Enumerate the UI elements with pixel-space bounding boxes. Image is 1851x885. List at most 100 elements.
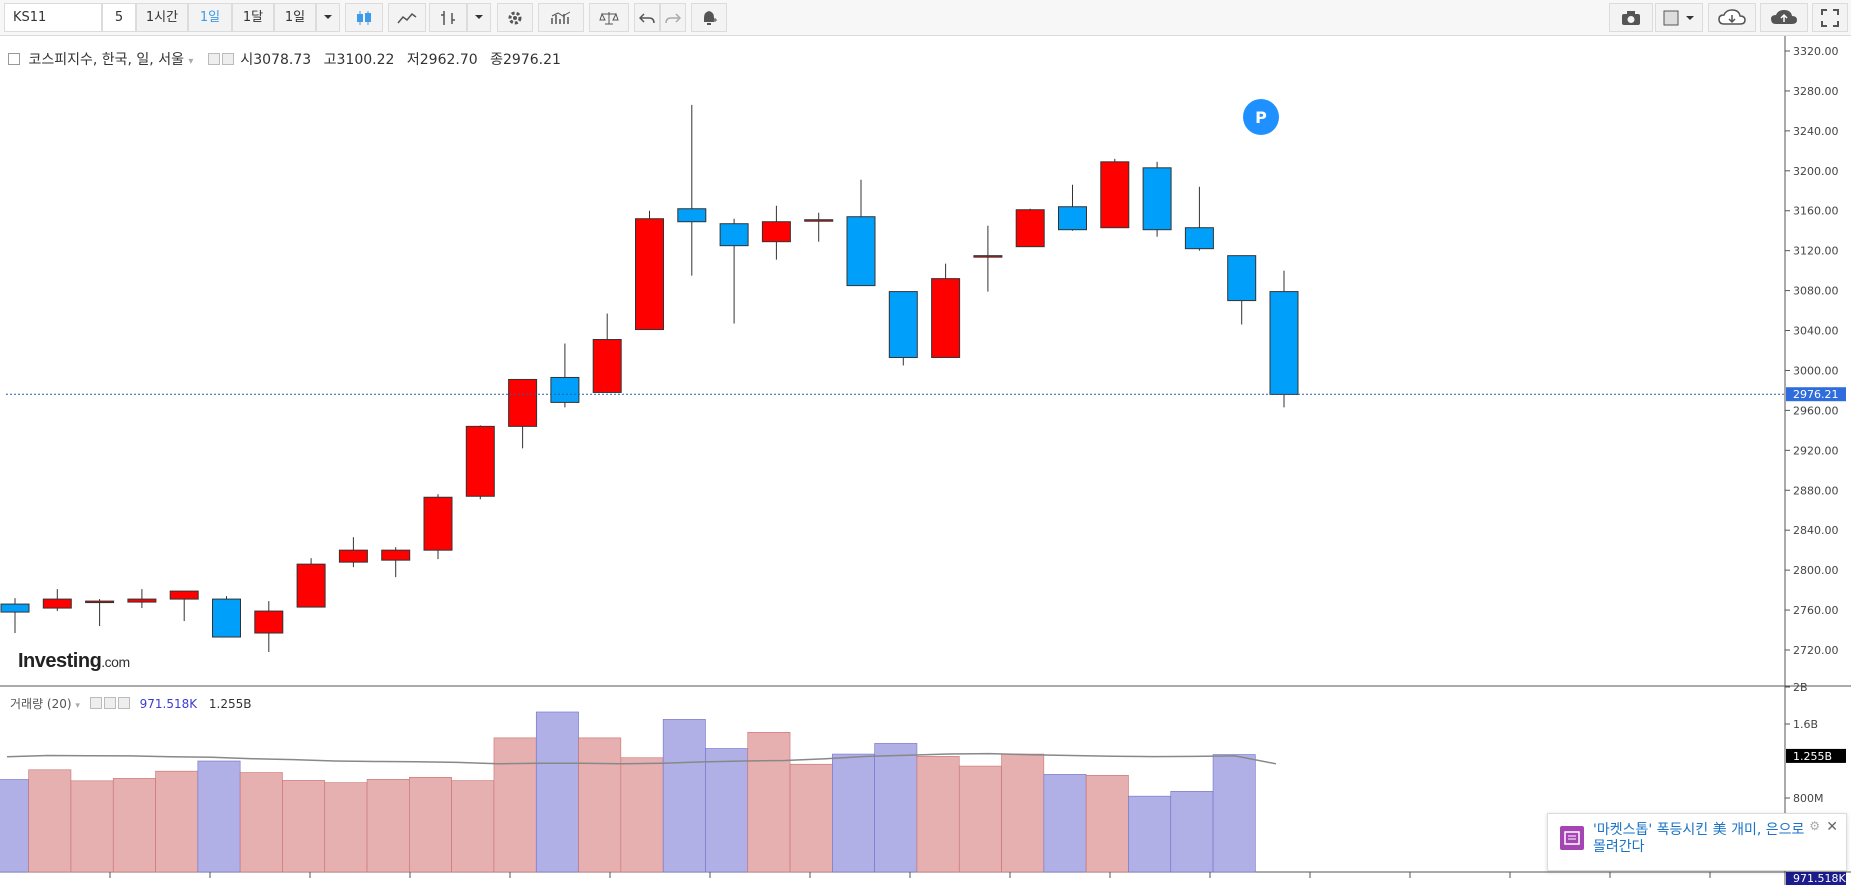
symbol-input[interactable]: KS11: [4, 3, 102, 32]
candle-body: [338, 549, 368, 563]
notification-gear-icon[interactable]: ⚙: [1809, 819, 1820, 833]
close-label: 종: [490, 52, 503, 68]
candles-style-button[interactable]: [345, 3, 383, 32]
price-tick-label: 2760.00: [1793, 604, 1839, 617]
volume-last-label: 971.518K: [1793, 872, 1846, 885]
notification-text[interactable]: '마켓스톱' 폭등시킨 美 개미, 은으로 몰려간다: [1593, 822, 1805, 855]
price-tick-label: 3080.00: [1793, 285, 1839, 298]
interval-1d-button[interactable]: 1일: [188, 3, 232, 32]
candle-body: [1142, 167, 1172, 231]
volume-bar: [916, 756, 960, 873]
layout-square-icon: [1663, 10, 1694, 26]
interval-dropdown-button[interactable]: [316, 3, 340, 32]
compare-button[interactable]: [589, 3, 629, 32]
candle-body: [296, 563, 326, 608]
screenshot-button[interactable]: [1609, 3, 1653, 32]
candle-body: [127, 598, 157, 603]
volume-bar: [28, 769, 72, 873]
volume-bar: [958, 765, 1002, 873]
candle-body: [1058, 206, 1087, 231]
volume-bar: [789, 763, 833, 873]
candle-body: [635, 218, 664, 331]
volume-bar: [1128, 795, 1172, 873]
candle-body: [888, 291, 918, 358]
load-chart-button[interactable]: [1708, 3, 1756, 32]
volume-dropdown-icon[interactable]: ▾: [75, 701, 80, 711]
volume-bar: [282, 780, 326, 873]
candle-body: [254, 610, 284, 634]
volume-bar: [1212, 754, 1256, 873]
volume-bar: [578, 737, 622, 873]
interval-1mo-button[interactable]: 1달: [232, 3, 274, 32]
bars-style-button[interactable]: [429, 3, 467, 32]
volume-title: 거래량 (20): [10, 697, 72, 711]
interval-select[interactable]: 1일: [274, 3, 316, 32]
plot-background: [6, 36, 1785, 872]
legend-dropdown-icon[interactable]: ▾: [188, 56, 194, 67]
volume-ma-value: 1.255B: [208, 697, 252, 711]
candle-body: [1100, 161, 1130, 229]
volume-legend: 거래량 (20) ▾ 971.518K 1.255B: [10, 695, 252, 712]
candle-body: [169, 590, 199, 600]
volume-last-badge: [1786, 872, 1846, 885]
undo-button[interactable]: [634, 3, 660, 32]
candle-body: [719, 223, 749, 247]
volume-tick-label: 2B: [1793, 681, 1808, 694]
volume-bar: [409, 776, 452, 873]
volume-bar: [239, 772, 283, 873]
chevron-down-icon: [475, 15, 483, 19]
volume-bar: [451, 780, 495, 873]
candle-body: [465, 425, 495, 497]
legend-title: 코스피지수, 한국, 일, 서울: [28, 52, 184, 68]
candle-body: [508, 378, 538, 427]
candle-body: [0, 603, 30, 613]
candle-body: [1184, 227, 1214, 250]
volume-bar: [1170, 791, 1214, 873]
layout-select-button[interactable]: [1655, 3, 1703, 32]
volume-bar: [705, 748, 749, 873]
close-value: 2976.21: [503, 52, 561, 68]
volume-bar: [324, 782, 368, 873]
p-marker-label: P: [1255, 108, 1267, 127]
volume-bar: [197, 760, 241, 873]
candle-body: [761, 221, 791, 243]
candle-body: [1269, 291, 1299, 395]
open-value: 3078.73: [253, 52, 312, 68]
volume-settings-icons[interactable]: [89, 697, 132, 711]
candle-body: [550, 376, 580, 403]
indicators-icon: [551, 11, 571, 24]
settings-button[interactable]: [497, 3, 533, 32]
volume-bar: [493, 737, 537, 873]
interval-input[interactable]: 5: [102, 3, 136, 32]
candle-body: [423, 496, 453, 551]
low-label: 저: [406, 52, 420, 68]
news-notification[interactable]: '마켓스톱' 폭등시킨 美 개미, 은으로 몰려간다 ⚙ ✕: [1547, 813, 1847, 871]
candles-icon: [357, 11, 371, 25]
style-dropdown-button[interactable]: [467, 3, 491, 32]
fullscreen-icon: [1821, 9, 1839, 27]
interval-1h-button[interactable]: 1시간: [136, 3, 188, 32]
price-chart[interactable]: 3320.00 3280.00 3240.00 3200.00 3160.00 3120.…: [0, 36, 1851, 885]
indicators-button[interactable]: [538, 3, 584, 32]
save-chart-button[interactable]: [1760, 3, 1808, 32]
volume-tick-label: 1.6B: [1793, 718, 1818, 731]
close-icon[interactable]: ✕: [1826, 819, 1838, 835]
collapse-icon[interactable]: [8, 53, 20, 65]
cloud-upload-icon: [1771, 10, 1797, 24]
redo-button[interactable]: [660, 3, 686, 32]
newspaper-icon: [1560, 826, 1584, 850]
candle-body: [1227, 255, 1257, 302]
price-tick-label: 3040.00: [1793, 325, 1839, 338]
volume-bar: [662, 719, 706, 873]
price-tick-label: 2880.00: [1793, 484, 1839, 497]
alert-button[interactable]: [691, 3, 727, 32]
price-tick-label: 3320.00: [1793, 45, 1839, 58]
line-style-button[interactable]: [388, 3, 426, 32]
candle-body: [212, 598, 241, 638]
candle-body: [846, 216, 876, 287]
legend-settings-icons[interactable]: [207, 52, 236, 68]
fullscreen-button[interactable]: [1812, 3, 1848, 32]
ohlc-bars-icon: [441, 11, 455, 25]
gear-icon: [508, 11, 522, 25]
scale-icon: [599, 12, 619, 25]
